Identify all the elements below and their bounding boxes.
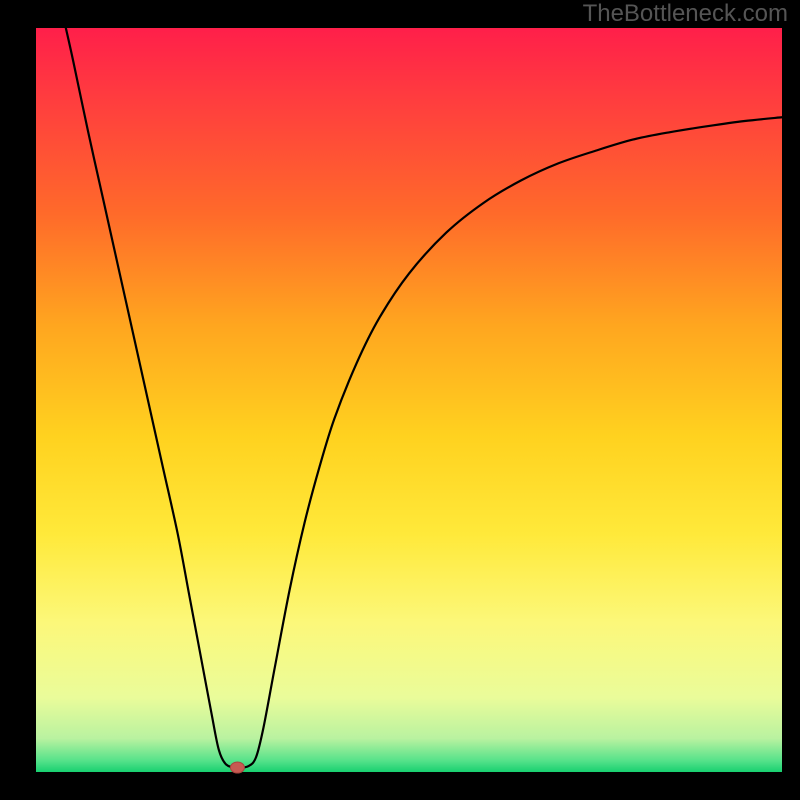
bottleneck-chart — [0, 0, 800, 800]
chart-container: TheBottleneck.com — [0, 0, 800, 800]
optimal-point-marker — [230, 762, 244, 773]
